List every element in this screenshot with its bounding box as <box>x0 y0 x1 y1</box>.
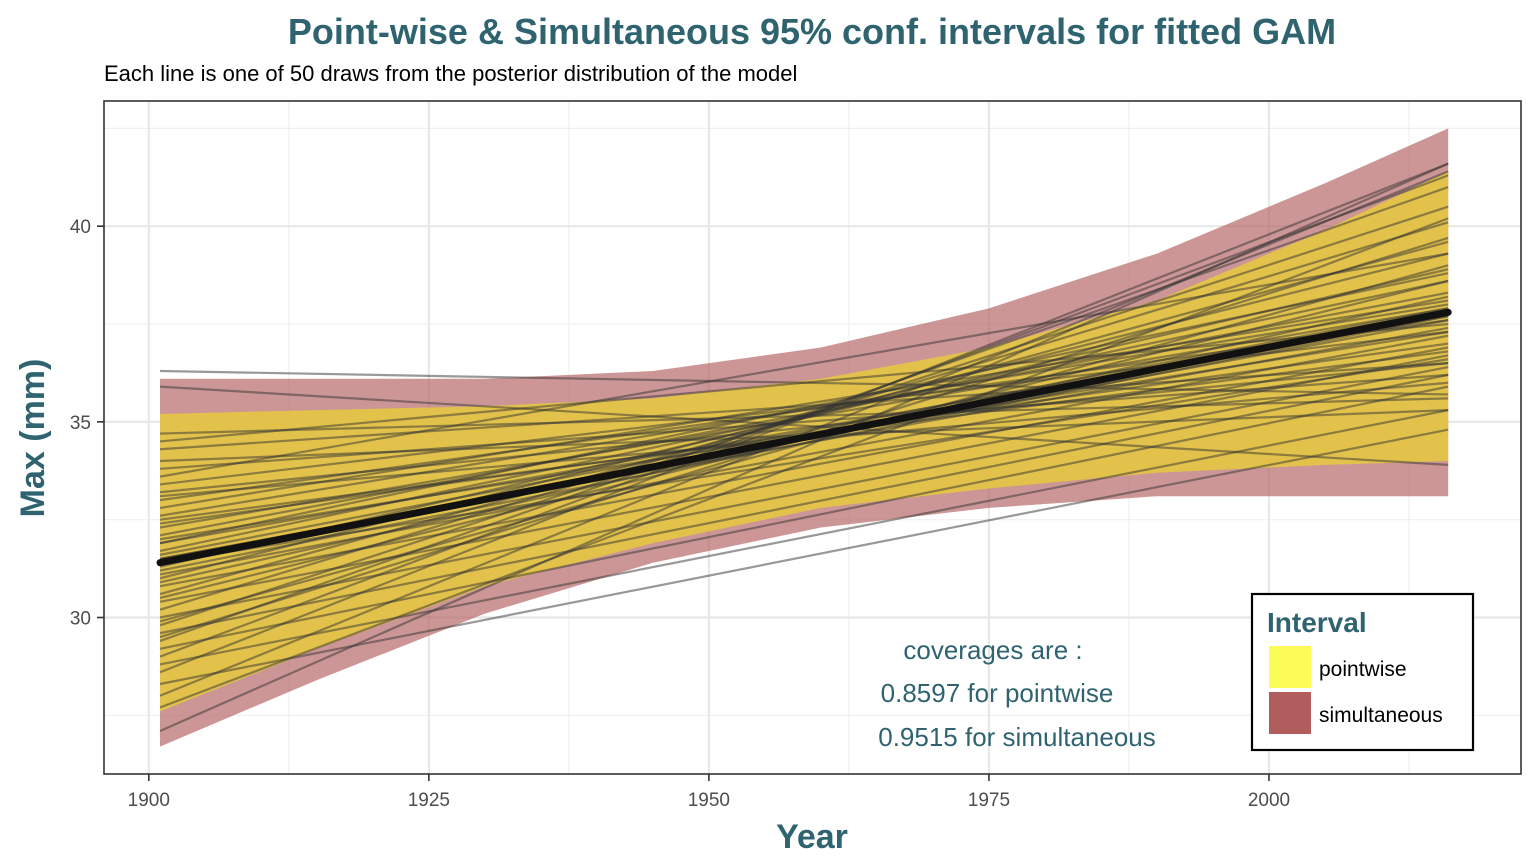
coverage-annotation: coverages are : 0.8597 for pointwise 0.9… <box>878 635 1156 752</box>
posterior-draw-line <box>159 272 1449 545</box>
legend-label-pointwise: pointwise <box>1319 658 1407 681</box>
legend-key-pointwise <box>1269 646 1311 688</box>
fitted-line-group <box>156 308 1452 567</box>
posterior-draw-line <box>159 252 1449 478</box>
posterior-draw-line <box>159 409 1449 666</box>
y-axis-title: Max (mm) <box>14 359 52 518</box>
posterior-draw-line <box>159 162 1449 674</box>
posterior-draw-line <box>159 299 1449 510</box>
annotation-line-3: 0.9515 for simultaneous <box>878 722 1156 752</box>
annotation-line-2: 0.8597 for pointwise <box>881 678 1114 708</box>
x-tick-label: 1925 <box>408 790 450 811</box>
y-tick-label: 30 <box>70 608 91 629</box>
legend-title: Interval <box>1267 607 1367 638</box>
x-axis-title: Year <box>776 818 848 856</box>
posterior-draw-line <box>159 354 1449 603</box>
posterior-draw-line <box>159 428 1449 686</box>
x-tick-label: 1950 <box>688 790 730 811</box>
posterior-draw-line <box>159 162 1449 732</box>
posterior-draw-line <box>159 217 1449 709</box>
posterior-draw-line <box>159 303 1449 517</box>
posterior-draw-line <box>159 362 1449 451</box>
posterior-draw-line <box>159 186 1449 643</box>
y-tick-label: 35 <box>70 413 91 434</box>
band-pointwise <box>160 171 1449 712</box>
fitted-line <box>156 308 1452 567</box>
plot-area <box>103 100 1522 775</box>
legend-key-simultaneous <box>1269 692 1311 734</box>
chart-title: Point-wise & Simultaneous 95% conf. inte… <box>288 11 1336 52</box>
y-tick-label: 40 <box>70 217 91 238</box>
plot-border <box>103 100 1522 775</box>
legend-label-simultaneous: simultaneous <box>1319 704 1443 727</box>
posterior-draw-line <box>159 307 1449 556</box>
y-axis: 30 35 40 <box>70 217 104 629</box>
chart-subtitle: Each line is one of 50 draws from the po… <box>104 61 797 86</box>
x-tick-label: 2000 <box>1248 790 1290 811</box>
posterior-draw-line <box>159 264 1449 623</box>
x-axis: 1900 1925 1950 1975 2000 <box>128 774 1290 811</box>
posterior-draw-line <box>159 362 1449 494</box>
annotation-line-1: coverages are : <box>903 635 1082 665</box>
legend: Interval pointwise simultaneous <box>1250 592 1475 752</box>
posterior-draw-line <box>159 346 1449 588</box>
posterior-draw-line <box>159 174 1449 658</box>
x-tick-label: 1900 <box>128 790 170 811</box>
posterior-draw-line <box>159 342 1449 525</box>
posterior-draw-line <box>159 385 1449 650</box>
x-tick-label: 1975 <box>968 790 1010 811</box>
